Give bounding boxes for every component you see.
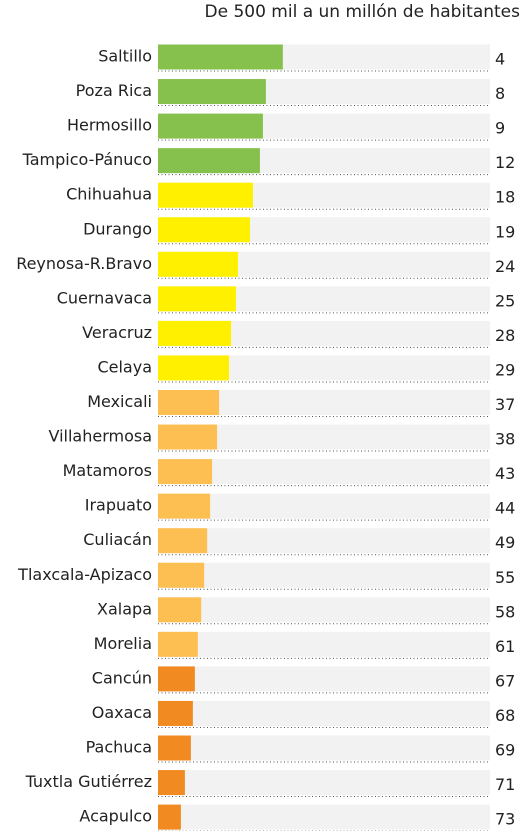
bar bbox=[158, 424, 218, 450]
rank-label: 25 bbox=[495, 291, 515, 310]
rank-label: 71 bbox=[495, 775, 515, 794]
bar-track bbox=[158, 597, 490, 623]
category-label: Xalapa bbox=[97, 599, 152, 618]
bar bbox=[158, 113, 263, 139]
rank-label: 49 bbox=[495, 533, 515, 552]
bar bbox=[158, 735, 191, 761]
chart-title: De 500 mil a un millón de habitantes bbox=[205, 2, 521, 22]
category-label: Cancún bbox=[92, 668, 152, 687]
bar-track bbox=[158, 735, 490, 761]
category-label: Tuxtla Gutiérrez bbox=[25, 772, 152, 791]
category-label: Tampico-Pánuco bbox=[22, 150, 152, 169]
category-label: Culiacán bbox=[83, 530, 152, 549]
rank-label: 44 bbox=[495, 499, 515, 518]
bar-track bbox=[158, 804, 490, 830]
bar-track bbox=[158, 493, 490, 519]
rank-label: 24 bbox=[495, 257, 515, 276]
rank-label: 68 bbox=[495, 706, 515, 725]
bar bbox=[158, 286, 237, 312]
rank-label: 73 bbox=[495, 810, 515, 829]
rank-label: 61 bbox=[495, 637, 515, 656]
category-label: Tlaxcala-Apizaco bbox=[17, 565, 152, 584]
bar-track bbox=[158, 770, 490, 796]
bar bbox=[158, 79, 266, 105]
bar bbox=[158, 528, 208, 554]
bar-track bbox=[158, 631, 490, 657]
bar bbox=[158, 355, 230, 381]
bar bbox=[158, 390, 220, 415]
rank-label: 18 bbox=[495, 188, 515, 207]
rank-label: 38 bbox=[495, 430, 515, 449]
bar bbox=[158, 459, 213, 485]
category-label: Matamoros bbox=[63, 461, 152, 480]
rank-label: 67 bbox=[495, 671, 515, 690]
category-label: Cuernavaca bbox=[57, 288, 152, 307]
rank-label: 37 bbox=[495, 395, 515, 414]
rank-label: 9 bbox=[495, 119, 505, 138]
bar bbox=[158, 804, 181, 830]
category-label: Veracruz bbox=[82, 323, 152, 342]
category-label: Celaya bbox=[97, 357, 152, 376]
category-label: Irapuato bbox=[85, 496, 152, 515]
bar bbox=[158, 217, 250, 243]
category-label: Pachuca bbox=[86, 738, 152, 757]
rank-label: 8 bbox=[495, 84, 505, 103]
bar bbox=[158, 182, 253, 208]
bar bbox=[158, 493, 211, 519]
rank-label: 43 bbox=[495, 464, 515, 483]
category-label: Mexicali bbox=[87, 392, 152, 411]
bar-track bbox=[158, 666, 490, 692]
rank-label: 58 bbox=[495, 602, 515, 621]
rank-label: 12 bbox=[495, 153, 515, 172]
bar bbox=[158, 320, 232, 346]
category-label: Oaxaca bbox=[92, 703, 152, 722]
bar-track bbox=[158, 700, 490, 726]
bar bbox=[158, 44, 283, 70]
bar bbox=[158, 666, 195, 692]
bar bbox=[158, 700, 193, 726]
bar bbox=[158, 770, 185, 796]
category-label: Chihuahua bbox=[66, 185, 152, 204]
bar bbox=[158, 597, 202, 623]
bar-track bbox=[158, 562, 490, 588]
bar bbox=[158, 562, 205, 588]
bar bbox=[158, 631, 198, 657]
rank-label: 29 bbox=[495, 360, 515, 379]
category-label: Villahermosa bbox=[48, 427, 152, 446]
rank-label: 69 bbox=[495, 741, 515, 760]
category-label: Morelia bbox=[94, 634, 152, 653]
category-label: Poza Rica bbox=[76, 81, 152, 100]
bar-track bbox=[158, 528, 490, 554]
category-label: Hermosillo bbox=[67, 116, 152, 135]
bar-track bbox=[158, 459, 490, 485]
category-label: Saltillo bbox=[98, 47, 152, 66]
category-label: Durango bbox=[83, 219, 152, 238]
bar bbox=[158, 148, 260, 174]
category-label: Reynosa-R.Bravo bbox=[16, 254, 152, 273]
rank-label: 19 bbox=[495, 222, 515, 241]
rank-label: 28 bbox=[495, 326, 515, 345]
rank-label: 55 bbox=[495, 568, 515, 587]
category-label: Acapulco bbox=[79, 807, 152, 826]
bar bbox=[158, 251, 239, 277]
rank-label: 4 bbox=[495, 50, 505, 69]
